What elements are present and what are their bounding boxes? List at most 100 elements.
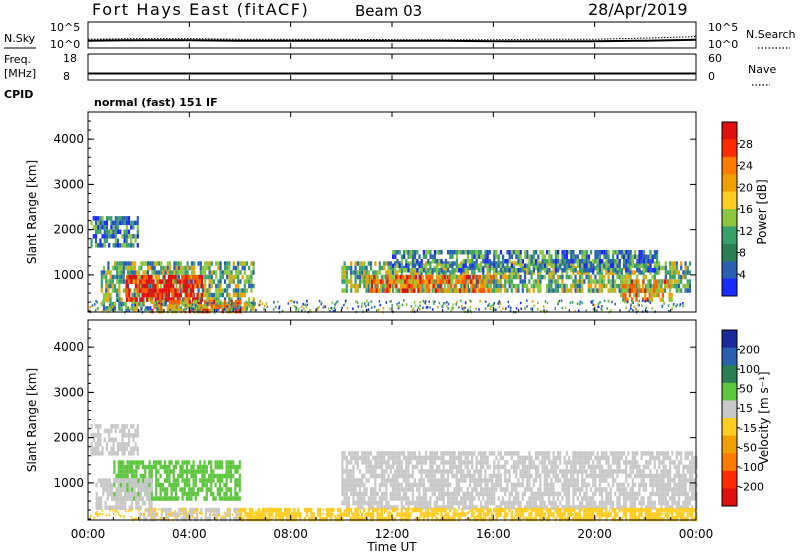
cell-4 bbox=[424, 505, 428, 510]
cell-4 bbox=[666, 487, 670, 492]
cell-4 bbox=[343, 478, 346, 483]
cell-4 bbox=[341, 491, 344, 497]
cell-4 bbox=[354, 279, 357, 284]
speckle bbox=[101, 310, 104, 313]
cell-6 bbox=[408, 283, 411, 289]
cell-2 bbox=[150, 487, 153, 492]
speckle bbox=[632, 308, 634, 312]
cell-4 bbox=[433, 455, 436, 461]
cell-6 bbox=[412, 274, 416, 280]
cell-6 bbox=[408, 274, 411, 280]
cell-2 bbox=[148, 496, 151, 501]
cell-4 bbox=[616, 460, 619, 465]
cell-4 bbox=[380, 274, 384, 280]
cell-4 bbox=[559, 500, 562, 506]
speckle bbox=[235, 307, 238, 311]
cell-4 bbox=[530, 261, 533, 266]
cell-5 bbox=[521, 268, 524, 273]
speckle bbox=[447, 302, 450, 306]
cell-5 bbox=[526, 263, 529, 268]
cell-4 bbox=[462, 473, 465, 479]
cell-4 bbox=[387, 460, 390, 465]
cell-1 bbox=[149, 265, 152, 271]
cell-4 bbox=[389, 482, 392, 488]
cell-4 bbox=[585, 487, 588, 492]
cell-4 bbox=[435, 496, 439, 501]
cell-4 bbox=[394, 491, 397, 497]
cell-7 bbox=[639, 288, 642, 293]
cell-4 bbox=[574, 464, 577, 470]
speckle bbox=[411, 309, 414, 312]
cell-2 bbox=[146, 491, 149, 497]
cell-2 bbox=[104, 478, 107, 483]
cell-1 bbox=[144, 464, 147, 470]
cell-4 bbox=[572, 496, 575, 501]
cell-2 bbox=[102, 491, 105, 497]
cell-1 bbox=[133, 469, 136, 474]
cell-2 bbox=[165, 297, 168, 302]
cell-2 bbox=[128, 292, 131, 298]
cell-6 bbox=[481, 283, 484, 289]
cell-4 bbox=[537, 473, 540, 479]
speckle bbox=[133, 300, 135, 303]
cell-4 bbox=[471, 460, 474, 465]
cell-1 bbox=[153, 265, 156, 271]
cell-4 bbox=[407, 500, 410, 506]
cell-4 bbox=[649, 270, 652, 275]
cell-0 bbox=[125, 424, 128, 429]
cell-4 bbox=[418, 478, 421, 483]
cell-4 bbox=[611, 288, 615, 293]
cell-4 bbox=[644, 274, 648, 280]
cell-1 bbox=[105, 306, 108, 311]
cell-2 bbox=[176, 279, 179, 284]
cell-0 bbox=[125, 234, 128, 239]
cell-1 bbox=[245, 306, 249, 311]
cell-4 bbox=[405, 487, 408, 492]
cell-5 bbox=[645, 263, 648, 268]
cell-5 bbox=[581, 259, 584, 264]
cell-6 bbox=[406, 279, 409, 284]
cell-4 bbox=[576, 288, 579, 293]
cell-4 bbox=[374, 473, 377, 479]
speckle bbox=[443, 302, 445, 305]
cell-5 bbox=[594, 254, 597, 259]
cell-4 bbox=[343, 261, 346, 266]
cell-4 bbox=[616, 505, 619, 510]
cell-1 bbox=[109, 283, 112, 289]
cell-5 bbox=[616, 263, 619, 268]
cell-4 bbox=[534, 451, 538, 456]
cell-4 bbox=[433, 505, 436, 510]
cell-4 bbox=[561, 473, 564, 479]
cell-1 bbox=[252, 265, 255, 271]
cell-0 bbox=[125, 220, 128, 226]
cell-5 bbox=[642, 263, 645, 268]
cell-4 bbox=[572, 482, 575, 488]
cell-2 bbox=[185, 274, 188, 280]
cell-4 bbox=[508, 505, 511, 510]
cell-4 bbox=[664, 451, 667, 456]
cell-5 bbox=[618, 268, 621, 273]
cell-2 bbox=[150, 292, 153, 298]
cell-4 bbox=[449, 500, 452, 506]
cell-4 bbox=[594, 464, 597, 470]
cell-0 bbox=[114, 243, 117, 248]
cell-4 bbox=[495, 505, 498, 510]
speckle bbox=[152, 305, 155, 308]
cell-4 bbox=[528, 451, 531, 456]
cell-1 bbox=[201, 487, 204, 492]
cell-2 bbox=[196, 292, 199, 298]
cell-4 bbox=[345, 473, 348, 479]
cell-4 bbox=[424, 500, 428, 506]
speckle bbox=[635, 308, 637, 311]
cell-5 bbox=[405, 268, 408, 273]
cell-0 bbox=[127, 234, 131, 239]
cell-5 bbox=[425, 250, 428, 255]
cell-1 bbox=[217, 283, 220, 289]
cell-1 bbox=[232, 288, 235, 293]
cell-4 bbox=[578, 451, 582, 456]
cell-2 bbox=[187, 274, 190, 280]
cell-4 bbox=[462, 478, 465, 483]
cell-5 bbox=[629, 259, 632, 264]
cell-1 bbox=[225, 482, 228, 488]
cell-6 bbox=[410, 279, 413, 284]
